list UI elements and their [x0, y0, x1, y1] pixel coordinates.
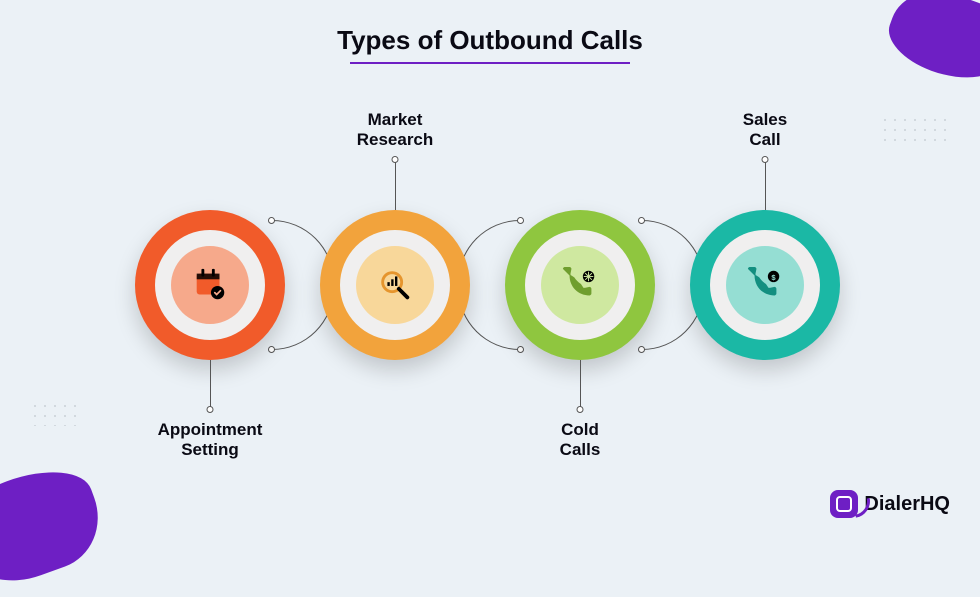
- label-line-dot: [392, 156, 399, 163]
- corner-blob-top-right: [880, 0, 980, 93]
- logo-text: DialerHQ: [864, 493, 950, 516]
- node-label-sales-call: Sales Call: [675, 110, 855, 150]
- node-label-cold-calls: Cold Calls: [490, 420, 670, 460]
- label-line-dot: [762, 156, 769, 163]
- corner-blob-bottom-left: [0, 455, 113, 597]
- title-underline: [350, 62, 630, 64]
- page-title: Types of Outbound Calls: [0, 25, 980, 56]
- dot-grid-top-right: [880, 115, 950, 145]
- chart-magnifier-icon: [376, 266, 414, 304]
- label-line-dot: [207, 406, 214, 413]
- label-line: [765, 160, 766, 210]
- node-appointment-setting: Appointment Setting: [135, 210, 285, 360]
- label-line: [210, 360, 211, 410]
- node-label-appointment-setting: Appointment Setting: [120, 420, 300, 460]
- label-line-dot: [577, 406, 584, 413]
- node-cold-calls: Cold Calls: [505, 210, 655, 360]
- phone-dollar-icon: $: [746, 266, 784, 304]
- label-line: [580, 360, 581, 410]
- label-line: [395, 160, 396, 210]
- dot-grid-bottom-left: [30, 401, 80, 426]
- node-sales-call: Sales Call $: [690, 210, 840, 360]
- calendar-check-icon: [191, 266, 229, 304]
- node-market-research: Market Research: [320, 210, 470, 360]
- phone-snowflake-icon: [561, 266, 599, 304]
- brand-logo: DialerHQ: [830, 490, 950, 518]
- node-chain: Appointment Setting Market Research: [0, 210, 980, 370]
- node-label-market-research: Market Research: [305, 110, 485, 150]
